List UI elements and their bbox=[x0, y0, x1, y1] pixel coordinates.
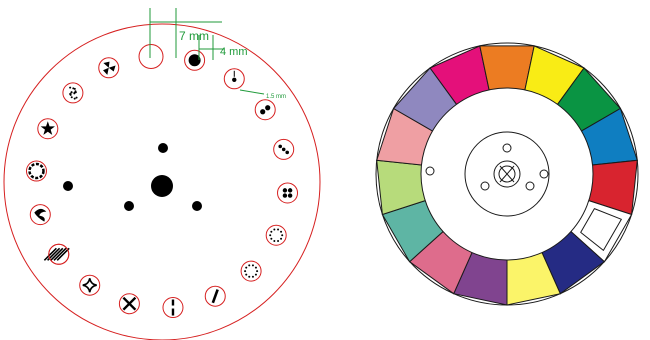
gobo-diamond bbox=[79, 274, 101, 296]
gobo-dotted-circle bbox=[240, 260, 262, 282]
hub-outer bbox=[493, 160, 521, 188]
hub-key-icon bbox=[499, 165, 515, 183]
gobo-stripes bbox=[43, 243, 70, 265]
color-wheel bbox=[375, 42, 639, 306]
gobo-swirl bbox=[29, 204, 51, 226]
label-7mm: 7 mm bbox=[179, 29, 209, 43]
mount-hole-top bbox=[502, 143, 512, 153]
dim-line-1-5mm bbox=[239, 89, 265, 95]
hub-center-dot bbox=[151, 175, 173, 197]
gobo-wheel bbox=[3, 23, 321, 340]
gobo-dot-with-line bbox=[223, 68, 245, 90]
gobo-open bbox=[138, 43, 164, 69]
gobo-star bbox=[37, 118, 59, 140]
gobo-dotted-ring bbox=[265, 224, 287, 246]
label-4mm: 4 mm bbox=[220, 46, 248, 58]
gobo-vertical-bar bbox=[204, 285, 226, 307]
mount-hole-left bbox=[480, 181, 490, 191]
hub-inner bbox=[498, 165, 516, 183]
hub-dot-lower-right bbox=[192, 201, 202, 211]
gobo-wheel-outline bbox=[3, 23, 321, 340]
hub-dot-left bbox=[63, 181, 73, 191]
mount-plate bbox=[464, 131, 550, 217]
gobo-dot-grid bbox=[62, 82, 84, 104]
index-hole bbox=[425, 166, 435, 176]
open-slot-frame bbox=[580, 208, 622, 251]
gobo-three-dots bbox=[273, 138, 295, 160]
gobo-solid-dot bbox=[184, 49, 206, 71]
mount-hole-far-right bbox=[539, 169, 549, 179]
gobo-propeller bbox=[98, 57, 120, 79]
gobo-dashed-ring bbox=[25, 160, 47, 182]
gobo-two-dots bbox=[254, 99, 276, 121]
color-wheel-outer-ring bbox=[375, 42, 639, 306]
gobo-x-cross bbox=[118, 293, 140, 315]
label-1-5mm: 1.5 mm bbox=[266, 94, 286, 100]
mount-hole-right bbox=[525, 181, 535, 191]
hub-dot-lower-left bbox=[124, 201, 134, 211]
hub-dot-top bbox=[158, 143, 168, 153]
gobo-four-dots bbox=[277, 182, 299, 204]
gobo-vertical-split bbox=[162, 297, 184, 319]
dimension-annotations bbox=[149, 8, 265, 95]
